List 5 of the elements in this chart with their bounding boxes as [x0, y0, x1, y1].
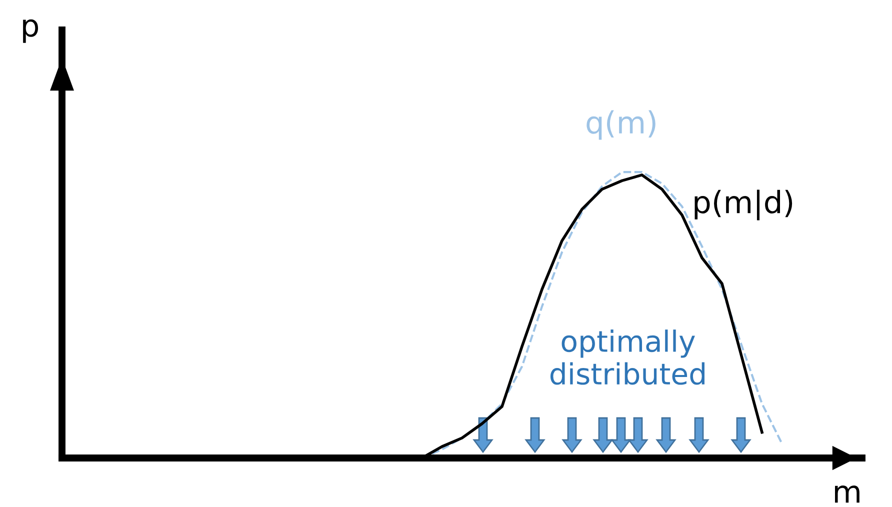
series-label: p(m|d)	[694, 190, 792, 220]
x-axis-title: m	[835, 486, 860, 503]
series-label: q(m)	[586, 110, 656, 140]
annotation: optimally distributed	[550, 330, 704, 385]
y-axis-title: p	[23, 19, 38, 43]
